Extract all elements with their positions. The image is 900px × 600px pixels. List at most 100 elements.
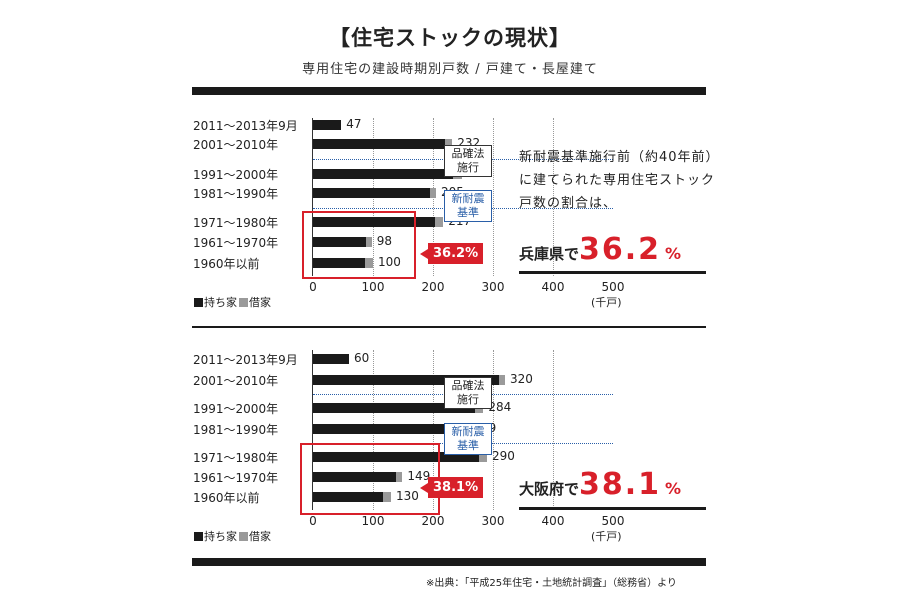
category-label: 1961～1970年 — [193, 471, 279, 485]
bar-rented — [435, 217, 444, 227]
bottom-rule — [192, 558, 706, 566]
category-label: 1961～1970年 — [193, 236, 279, 250]
x-tick-label: 200 — [421, 280, 445, 294]
gridline — [493, 118, 494, 276]
unit-label: (千戸) — [591, 530, 622, 543]
callout-percent: % — [665, 479, 682, 498]
page-subtitle: 専用住宅の建設時期別戸数 / 戸建て・長屋建て — [302, 62, 598, 77]
x-tick-label: 400 — [541, 280, 565, 294]
bar-owned — [313, 472, 396, 482]
category-label: 1991～2000年 — [193, 168, 279, 182]
category-label: 1960年以前 — [193, 491, 260, 505]
source-note: ※出典：「平成25年住宅・土地統計調査」（総務省）より — [426, 578, 677, 589]
bar-rented — [478, 452, 487, 462]
note-shintaishin: 新耐震基準 — [444, 190, 492, 222]
category-label: 2011～2013年9月 — [193, 353, 298, 367]
callout-underline — [519, 507, 706, 510]
data-label: 290 — [492, 449, 515, 463]
x-tick-label: 400 — [541, 514, 565, 528]
x-tick-label: 200 — [421, 514, 445, 528]
callout-value: 36.2 — [579, 232, 662, 267]
bar-owned — [313, 492, 383, 502]
category-label: 1981～1990年 — [193, 423, 279, 437]
gridline — [553, 350, 554, 510]
legend-rented: 借家 — [249, 296, 271, 309]
bar-owned — [313, 120, 342, 130]
bar-rented — [365, 237, 372, 247]
bar-rented — [445, 139, 453, 149]
bar-owned — [313, 375, 499, 385]
legend: 持ち家 借家 — [194, 528, 271, 544]
x-tick-label: 500 — [601, 514, 625, 528]
unit-label: (千戸) — [591, 296, 622, 309]
category-label: 2001～2010年 — [193, 374, 279, 388]
note-hinkakuhou: 品確法施行 — [444, 377, 492, 409]
callout-description: 新耐震基準施行前（約40年前）に建てられた専用住宅ストック戸数の割合は、 — [519, 150, 716, 211]
data-label: 98 — [376, 234, 393, 248]
gridline — [553, 118, 554, 276]
callout-percent: % — [665, 244, 682, 263]
bar-owned — [313, 424, 462, 434]
page-title: 【住宅ストックの現状】 — [329, 26, 571, 50]
legend-swatch-owned — [194, 532, 203, 541]
data-label: 100 — [378, 255, 401, 269]
legend-swatch-rented — [239, 532, 248, 541]
legend-owned: 持ち家 — [204, 530, 237, 543]
note-hinkakuhou: 品確法施行 — [444, 145, 492, 177]
data-label: 60 — [354, 351, 370, 365]
bar-rented — [499, 375, 505, 385]
x-tick-label: 0 — [309, 514, 317, 528]
category-label: 1971～1980年 — [193, 216, 279, 230]
data-label: 284 — [488, 400, 512, 414]
bar-rented — [365, 258, 373, 268]
bar-owned — [313, 354, 349, 364]
category-label: 1971～1980年 — [193, 451, 279, 465]
data-label: 130 — [396, 489, 419, 503]
data-label: 47 — [346, 117, 362, 131]
callout-pref: 兵庫県で — [519, 245, 580, 263]
legend-rented: 借家 — [249, 530, 271, 543]
data-label: 149 — [407, 469, 431, 483]
callout-underline — [519, 271, 706, 274]
callout-value: 38.1 — [579, 467, 662, 502]
category-label: 1991～2000年 — [193, 402, 279, 416]
bar-owned — [313, 258, 366, 268]
category-label: 1960年以前 — [193, 257, 260, 271]
x-tick-label: 300 — [481, 280, 505, 294]
top-rule — [192, 87, 706, 95]
y-axis-line — [312, 118, 313, 276]
callout-hyogo: 兵庫県で36.2% — [519, 232, 681, 267]
note-shintaishin: 新耐震基準 — [444, 423, 492, 455]
x-tick-label: 0 — [309, 280, 317, 294]
legend-owned: 持ち家 — [204, 296, 237, 309]
bar-owned — [313, 188, 430, 198]
legend: 持ち家 借家 — [194, 294, 271, 310]
bar-owned — [313, 217, 436, 227]
bar-owned — [313, 139, 445, 149]
legend-swatch-owned — [194, 298, 203, 307]
bar-rented — [382, 492, 391, 502]
highlight-frame — [300, 443, 440, 515]
bar-owned — [313, 403, 475, 413]
category-label: 2001～2010年 — [193, 138, 279, 152]
bar-owned — [313, 237, 366, 247]
middle-rule — [192, 326, 706, 328]
bar-owned — [313, 169, 453, 179]
data-label: 320 — [510, 372, 533, 386]
gridline — [493, 350, 494, 510]
share-badge: 36.2% — [419, 243, 484, 264]
x-tick-label: 100 — [361, 514, 385, 528]
category-label: 2011～2013年9月 — [193, 119, 298, 133]
category-label: 1981～1990年 — [193, 187, 279, 201]
x-tick-label: 300 — [481, 514, 505, 528]
x-tick-label: 500 — [601, 280, 625, 294]
bar-rented — [430, 188, 436, 198]
y-axis-line — [312, 350, 313, 510]
bar-rented — [395, 472, 403, 482]
highlight-frame — [302, 211, 416, 279]
callout-pref: 大阪府で — [519, 480, 580, 498]
bar-owned — [313, 452, 479, 462]
share-badge: 38.1% — [419, 477, 484, 498]
x-tick-label: 100 — [361, 280, 385, 294]
callout-osaka: 大阪府で38.1% — [519, 467, 681, 502]
